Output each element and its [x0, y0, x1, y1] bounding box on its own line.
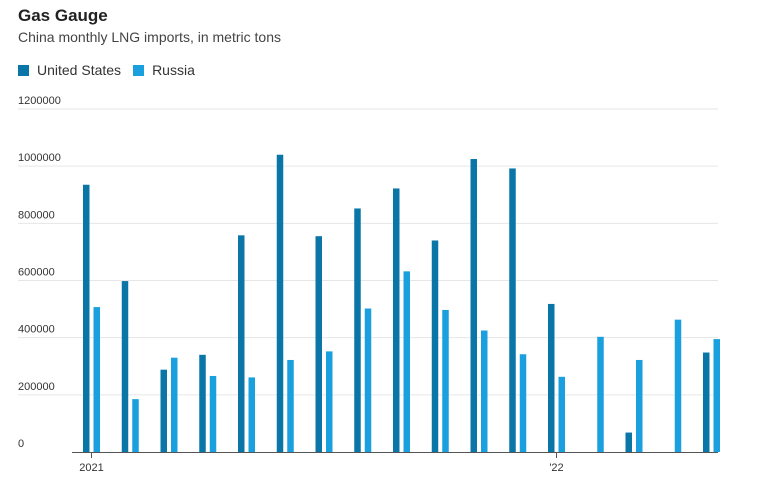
bar-russia [481, 330, 488, 452]
bar-united-states [470, 159, 477, 453]
y-tick-label: 1000000 [18, 152, 61, 164]
bar-russia [171, 357, 178, 452]
bar-united-states [703, 352, 710, 452]
bar-united-states [509, 168, 516, 452]
bar-russia [597, 336, 604, 452]
bar-russia [93, 307, 100, 452]
bar-russia [248, 377, 255, 452]
y-tick-label: 200000 [18, 381, 55, 393]
bar-united-states [625, 432, 632, 452]
legend-item-united-states: United States [18, 62, 121, 78]
bar-russia [558, 376, 565, 452]
bar-united-states [276, 154, 284, 452]
bar-russia [326, 351, 333, 452]
bar-russia [519, 354, 527, 452]
bar-russia [674, 319, 682, 452]
y-tick-label: 600000 [18, 267, 55, 279]
bar-russia [364, 308, 372, 452]
legend-swatch-russia [133, 64, 145, 76]
bar-united-states [315, 236, 322, 452]
bar-russia [442, 309, 449, 452]
bar-united-states [121, 281, 129, 452]
legend-item-russia: Russia [133, 62, 195, 78]
bar-united-states [354, 208, 361, 452]
bar-united-states [160, 369, 167, 452]
y-tick-label: 800000 [18, 209, 55, 221]
bar-russia [636, 359, 643, 452]
chart-subtitle: China monthly LNG imports, in metric ton… [18, 29, 281, 45]
legend-swatch-united-states [18, 64, 29, 76]
bar-united-states [83, 184, 90, 452]
bar-russia [209, 375, 217, 452]
legend-label-united-states: United States [37, 62, 122, 78]
bar-russia [403, 271, 410, 452]
chart-legend: United States Russia [18, 62, 207, 78]
bar-united-states [393, 188, 400, 452]
bar-united-states [238, 235, 245, 452]
chart-title: Gas Gauge [18, 6, 108, 25]
bar-russia [132, 399, 139, 452]
bar-united-states [431, 240, 439, 452]
y-tick-label: 1200000 [18, 95, 61, 107]
y-tick-label: 0 [18, 438, 24, 450]
bar-russia [287, 359, 294, 452]
bar-united-states [548, 303, 555, 452]
bar-russia [713, 339, 720, 452]
bar-united-states [199, 354, 206, 452]
x-tick-label: 2021 [79, 462, 103, 474]
legend-label-russia: Russia [152, 62, 195, 78]
y-tick-label: 400000 [18, 324, 55, 336]
x-tick-label: '22 [549, 462, 563, 474]
